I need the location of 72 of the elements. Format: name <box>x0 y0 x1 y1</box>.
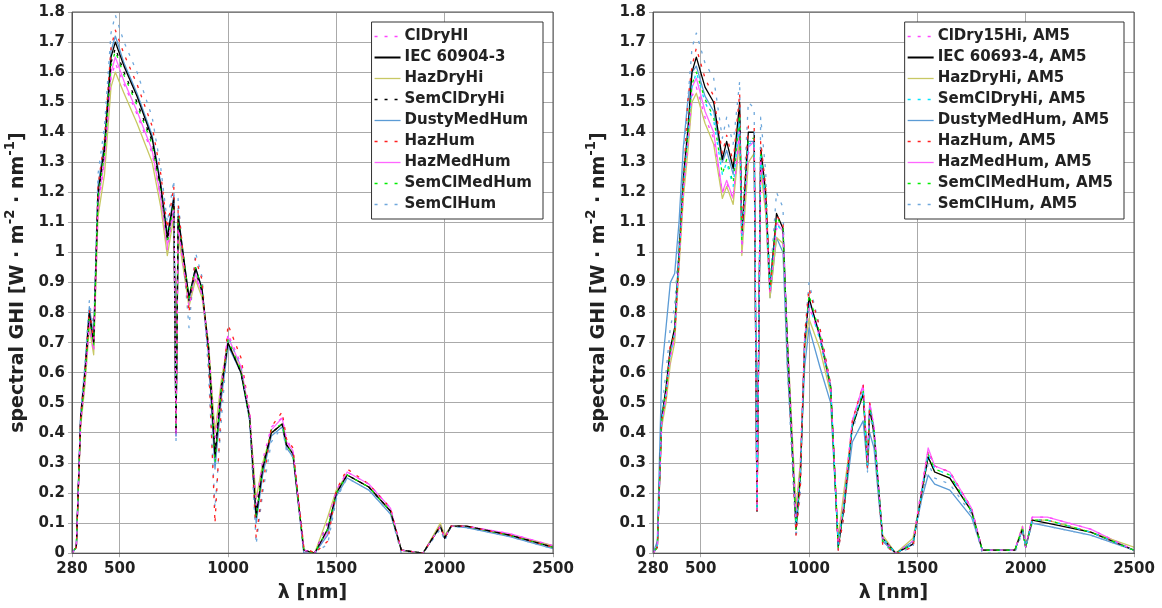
y-tick-label: 1.2 <box>38 182 65 201</box>
x-axis-title: λ [nm] <box>277 579 348 602</box>
legend-label: SemClDryHi, AM5 <box>937 89 1086 108</box>
y-tick-label: 0.2 <box>38 482 65 501</box>
y-tick-label: 0.5 <box>619 392 646 411</box>
y-tick-label: 1.1 <box>38 212 65 231</box>
y-tick-label: 0.4 <box>38 422 65 441</box>
y-tick-label: 1.5 <box>38 92 65 111</box>
legend-label: ClDry15Hi, AM5 <box>937 26 1070 45</box>
x-tick-label: 500 <box>104 559 136 578</box>
y-tick-label: 0.8 <box>619 302 646 321</box>
y-tick-label: 0 <box>54 543 65 562</box>
y-tick-label: 1.6 <box>619 62 646 81</box>
y-tick-label: 0.3 <box>38 452 65 471</box>
legend-label: DustyMedHum, AM5 <box>937 110 1110 129</box>
x-tick-label: 500 <box>685 559 717 578</box>
legend-label: SemClMedHum, AM5 <box>937 173 1114 192</box>
y-tick-label: 1.4 <box>619 122 646 141</box>
x-tick-label: 2000 <box>423 559 466 578</box>
y-tick-label: 0.1 <box>619 513 646 532</box>
y-tick-label: 0.3 <box>619 452 646 471</box>
y-tick-label: 1.5 <box>619 92 646 111</box>
x-tick-label: 1000 <box>207 559 249 578</box>
x-tick-label: 1500 <box>315 559 358 578</box>
x-tick-label: 2500 <box>532 559 574 578</box>
legend-label: SemClDryHi <box>404 89 505 108</box>
legend-label: HazHum, AM5 <box>937 131 1056 150</box>
y-axis-title: spectral GHI [W · m-2 · nm-1] <box>582 132 608 433</box>
legend-label: HazDryHi <box>404 68 484 87</box>
y-axis-title: spectral GHI [W · m-2 · nm-1] <box>1 132 27 433</box>
x-tick-label: 280 <box>56 559 88 578</box>
legend-label: IEC 60904-3 <box>404 47 506 66</box>
x-tick-label: 1000 <box>788 559 830 578</box>
legend-label: SemClHum <box>404 194 497 213</box>
y-tick-label: 0.9 <box>619 272 646 291</box>
legend-label: ClDryHI <box>404 26 469 45</box>
y-tick-label: 0.8 <box>38 302 65 321</box>
y-tick-label: 1.8 <box>619 1 646 20</box>
y-tick-label: 0.7 <box>38 332 65 351</box>
x-tick-label: 2500 <box>1113 559 1155 578</box>
y-tick-label: 0.1 <box>38 513 65 532</box>
legend-label: HazDryHi, AM5 <box>937 68 1065 87</box>
x-tick-label: 2000 <box>1004 559 1047 578</box>
x-axis-title: λ [nm] <box>858 579 929 602</box>
y-tick-label: 0.4 <box>619 422 646 441</box>
y-tick-label: 0.9 <box>38 272 65 291</box>
y-tick-label: 1 <box>635 242 646 261</box>
legend-label: HazMedHum <box>404 152 511 171</box>
legend-label: HazMedHum, AM5 <box>937 152 1092 171</box>
y-tick-label: 0.5 <box>38 392 65 411</box>
x-tick-label: 280 <box>637 559 669 578</box>
y-tick-label: 1.4 <box>38 122 65 141</box>
y-tick-label: 0.6 <box>38 362 65 381</box>
legend-label: HazHum <box>404 131 475 150</box>
y-tick-label: 0.2 <box>619 482 646 501</box>
y-tick-label: 1 <box>54 242 65 261</box>
legend-label: IEC 60693-4, AM5 <box>937 47 1087 66</box>
x-tick-label: 1500 <box>896 559 939 578</box>
y-tick-label: 1.7 <box>38 31 65 50</box>
y-tick-label: 1.3 <box>38 152 65 171</box>
legend-label: SemClMedHum <box>404 173 533 192</box>
y-tick-label: 0 <box>635 543 646 562</box>
y-tick-label: 0.7 <box>619 332 646 351</box>
y-tick-label: 1.7 <box>619 31 646 50</box>
legend-label: SemClHum, AM5 <box>937 194 1078 213</box>
y-tick-label: 1.3 <box>619 152 646 171</box>
legend-label: DustyMedHum <box>404 110 529 129</box>
y-tick-label: 1.6 <box>38 62 65 81</box>
y-tick-label: 1.8 <box>38 1 65 20</box>
y-tick-label: 1.2 <box>619 182 646 201</box>
y-tick-label: 1.1 <box>619 212 646 231</box>
y-tick-label: 0.6 <box>619 362 646 381</box>
